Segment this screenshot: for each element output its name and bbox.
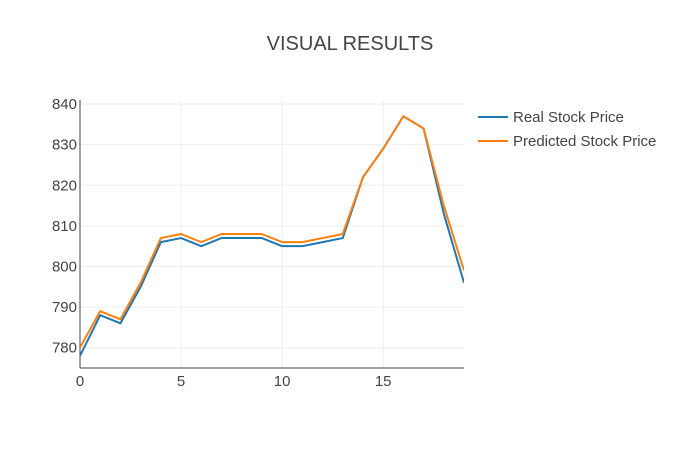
legend-label-0: Real Stock Price — [513, 109, 624, 126]
x-tick-label-2: 10 — [274, 373, 291, 390]
x-tick-label-3: 15 — [375, 373, 392, 390]
y-tick-label-4: 820 — [52, 177, 77, 194]
y-tick-label-3: 810 — [52, 218, 77, 235]
legend-item-0[interactable]: Real Stock Price — [478, 109, 624, 126]
x-tick-label-1: 5 — [177, 373, 185, 390]
series-lines — [80, 115, 464, 357]
grid-lines — [79, 100, 464, 368]
y-tick-label-2: 800 — [52, 258, 77, 275]
y-tick-label-5: 830 — [52, 137, 77, 154]
y-tick-label-0: 780 — [52, 340, 77, 357]
x-tick-label-0: 0 — [76, 373, 84, 390]
y-tick-label-1: 790 — [52, 299, 77, 316]
axes — [79, 100, 464, 369]
tick-labels: 780 790 800 810 820 830 840 0 5 10 15 — [52, 96, 392, 390]
series-line-predicted-stock-price — [80, 115, 464, 349]
y-tick-label-6: 840 — [52, 96, 77, 113]
legend-label-1: Predicted Stock Price — [513, 133, 656, 150]
legend-item-1[interactable]: Predicted Stock Price — [478, 133, 656, 150]
chart-title: VISUAL RESULTS — [267, 33, 434, 55]
legend[interactable]: Real Stock Price Predicted Stock Price — [478, 109, 656, 150]
